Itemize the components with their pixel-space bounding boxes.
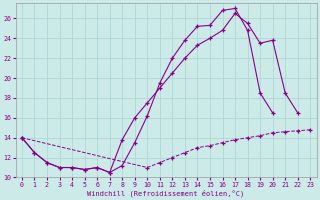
X-axis label: Windchill (Refroidissement éolien,°C): Windchill (Refroidissement éolien,°C) xyxy=(87,189,245,197)
